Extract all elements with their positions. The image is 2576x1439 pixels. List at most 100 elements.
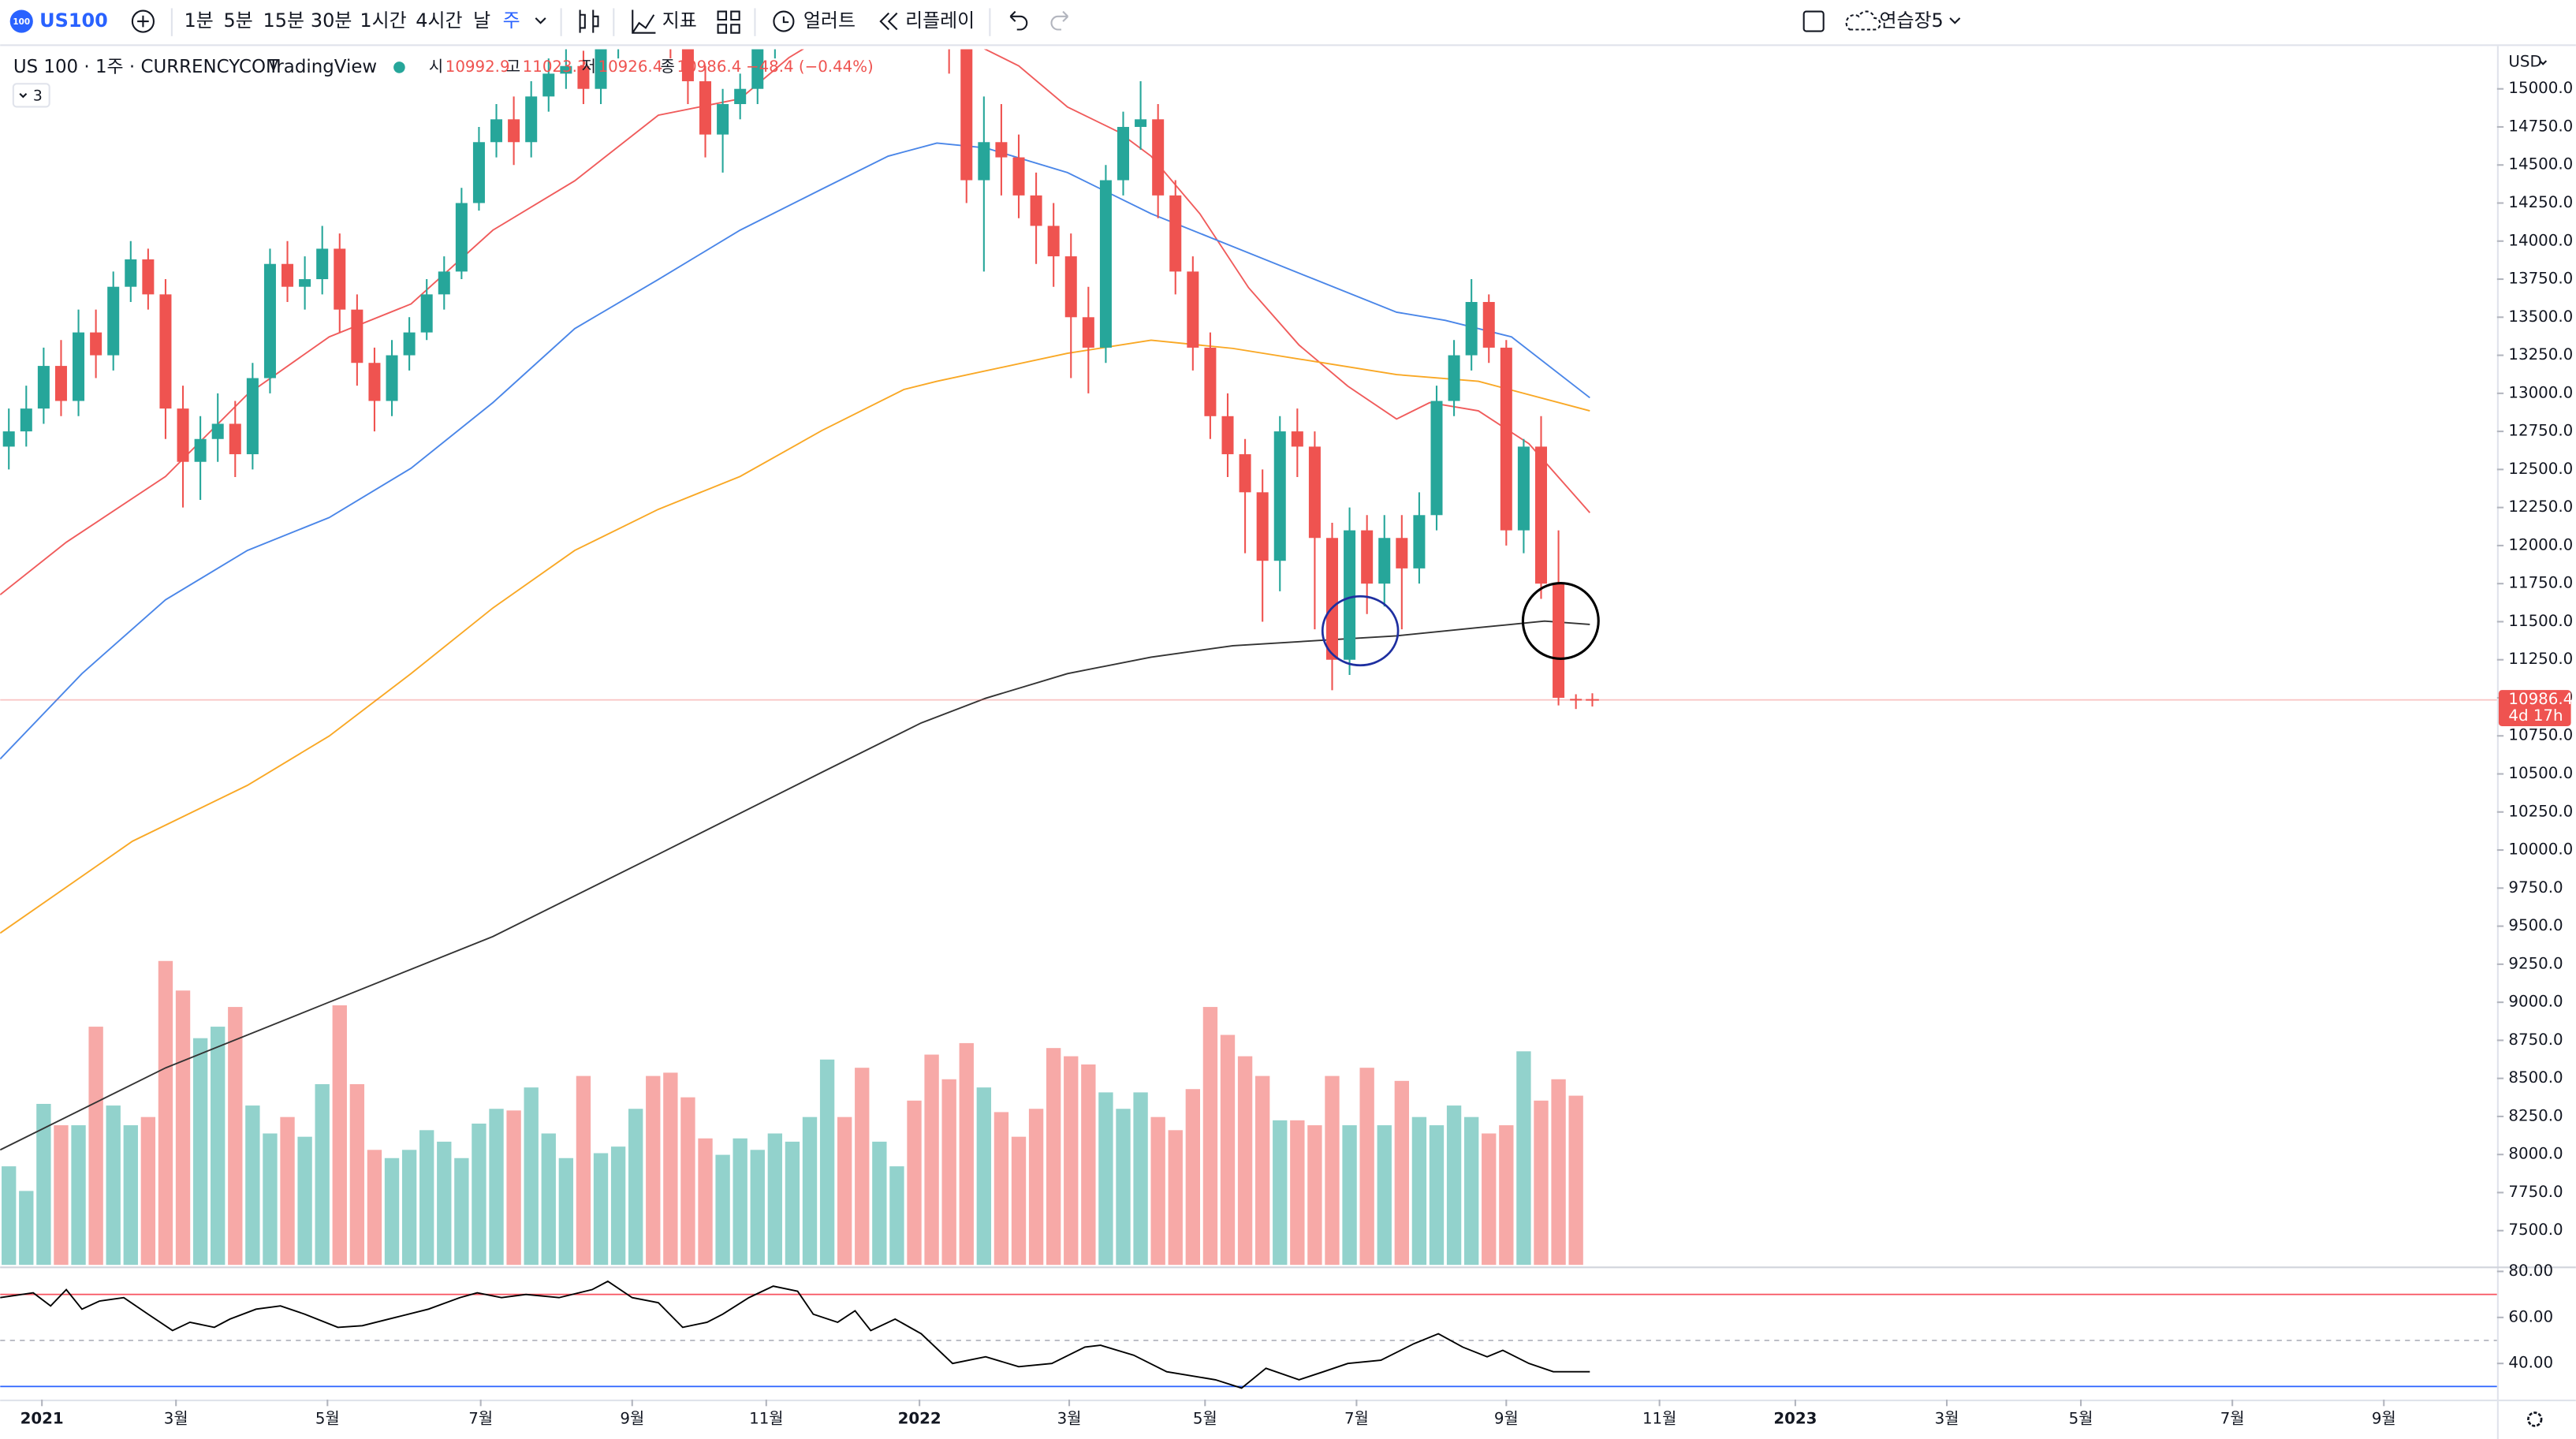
candle-body [351, 309, 363, 363]
candle-body [20, 408, 32, 432]
alert-icon[interactable] [773, 10, 795, 32]
volume-bar [54, 1125, 69, 1266]
volume-bar [646, 1076, 661, 1266]
candle-body [1256, 492, 1269, 561]
indicators[interactable]: 지표 [662, 9, 697, 32]
candle-body [1378, 538, 1391, 584]
volume-bar [1551, 1079, 1566, 1266]
candle-body [1099, 180, 1112, 348]
interval[interactable]: 5분 [224, 9, 253, 32]
interval[interactable]: 1분 [185, 9, 214, 32]
volume-bar [1220, 1035, 1236, 1266]
rsi-pane [0, 1280, 2497, 1389]
volume-bar [506, 1110, 521, 1266]
fullscreen[interactable] [1802, 10, 1825, 32]
candle-body [368, 363, 381, 401]
replay[interactable]: 리플레이 [905, 9, 975, 32]
volume-bar [541, 1133, 556, 1266]
symbol-icon[interactable] [9, 9, 33, 33]
cloud-icon[interactable] [1845, 10, 1881, 31]
collapse-chevron [19, 93, 28, 99]
price-tick-label: 14250.0 [2508, 193, 2573, 211]
volume-bar [315, 1084, 330, 1266]
volume-bar [401, 1150, 417, 1266]
candle-body [420, 294, 433, 333]
price-tick-label: 14000.0 [2508, 231, 2573, 249]
price-tick-label: 7500.0 [2508, 1221, 2563, 1239]
candle-body [316, 248, 329, 280]
alert-icon-hand [782, 16, 789, 24]
time-tick-label: 11월 [749, 1410, 783, 1428]
volume-bar [1273, 1120, 1288, 1266]
interval-active[interactable]: 주 [503, 9, 520, 32]
indicators-icon[interactable] [632, 9, 656, 34]
candle-body [472, 142, 485, 203]
alert[interactable]: 얼러트 [803, 9, 856, 32]
interval[interactable]: 날 [473, 9, 490, 32]
volume-bar [280, 1117, 295, 1266]
layout-name[interactable]: 연습장5 [1880, 9, 1944, 32]
interval[interactable]: 30분 [311, 9, 352, 32]
volume-bar [1290, 1120, 1305, 1266]
volume-bar [2, 1166, 17, 1266]
candle-body [37, 366, 50, 409]
candle-body [542, 73, 555, 97]
price-tick-label: 11250.0 [2508, 650, 2573, 668]
volume-bar [263, 1133, 278, 1266]
symbol[interactable]: US100 [39, 9, 108, 32]
collapse-count: 3 [33, 88, 43, 104]
moving-average [0, 620, 1590, 1151]
interval-menu[interactable] [535, 17, 546, 24]
candle-body [525, 96, 538, 143]
currency-menu[interactable] [2539, 60, 2548, 65]
candle-body [1291, 431, 1303, 447]
candle-body [281, 263, 294, 287]
candle-body [1482, 301, 1495, 348]
volume-bar [454, 1158, 469, 1266]
legend-collapse[interactable] [12, 83, 50, 108]
volume-bar [1463, 1117, 1479, 1266]
currency[interactable]: USD [2508, 53, 2541, 71]
price-tick-label: 8000.0 [2508, 1145, 2563, 1163]
candle-body [1396, 538, 1408, 569]
interval[interactable]: 4시간 [416, 9, 462, 32]
candle-body [1534, 446, 1547, 584]
volume-bar [437, 1141, 452, 1266]
volume-bar [1342, 1125, 1357, 1266]
redo[interactable] [1050, 10, 1069, 31]
time-tick-label: 2022 [898, 1410, 941, 1428]
volume-bar [349, 1084, 365, 1266]
time-tick-label: 7월 [1344, 1410, 1369, 1428]
volume-bar [767, 1133, 783, 1266]
interval[interactable]: 15분 [263, 9, 304, 32]
volume-bar [715, 1154, 730, 1266]
volume-bar [1411, 1117, 1427, 1266]
annotation-ellipse[interactable] [1321, 595, 1400, 667]
price-tick-label: 9000.0 [2508, 993, 2563, 1011]
volume-bar [211, 1027, 226, 1266]
volume-bar [71, 1125, 86, 1266]
undo[interactable] [1009, 10, 1028, 31]
legend-source: TradingView [267, 57, 377, 77]
settings[interactable] [2527, 1411, 2543, 1427]
volume-bar [993, 1112, 1009, 1266]
time-tick-label: 2023 [1773, 1410, 1817, 1428]
volume-bar [1307, 1125, 1322, 1266]
volume-bar [889, 1166, 904, 1266]
candle-body [2, 431, 15, 447]
candle-body [1064, 256, 1077, 318]
moving-average [0, 142, 1590, 760]
templates[interactable] [717, 10, 740, 34]
chart-type[interactable] [579, 9, 599, 33]
annotation-circle[interactable] [1521, 582, 1600, 660]
candle-body [681, 49, 694, 82]
price-tick-label: 11500.0 [2508, 612, 2573, 630]
volume-bar [1098, 1092, 1113, 1266]
add-symbol[interactable] [131, 9, 155, 33]
replay-icon[interactable] [879, 12, 898, 31]
layout-menu[interactable] [1949, 17, 1961, 24]
volume-bar [123, 1125, 138, 1266]
volume-bar [733, 1138, 747, 1266]
interval[interactable]: 1시간 [360, 9, 406, 32]
